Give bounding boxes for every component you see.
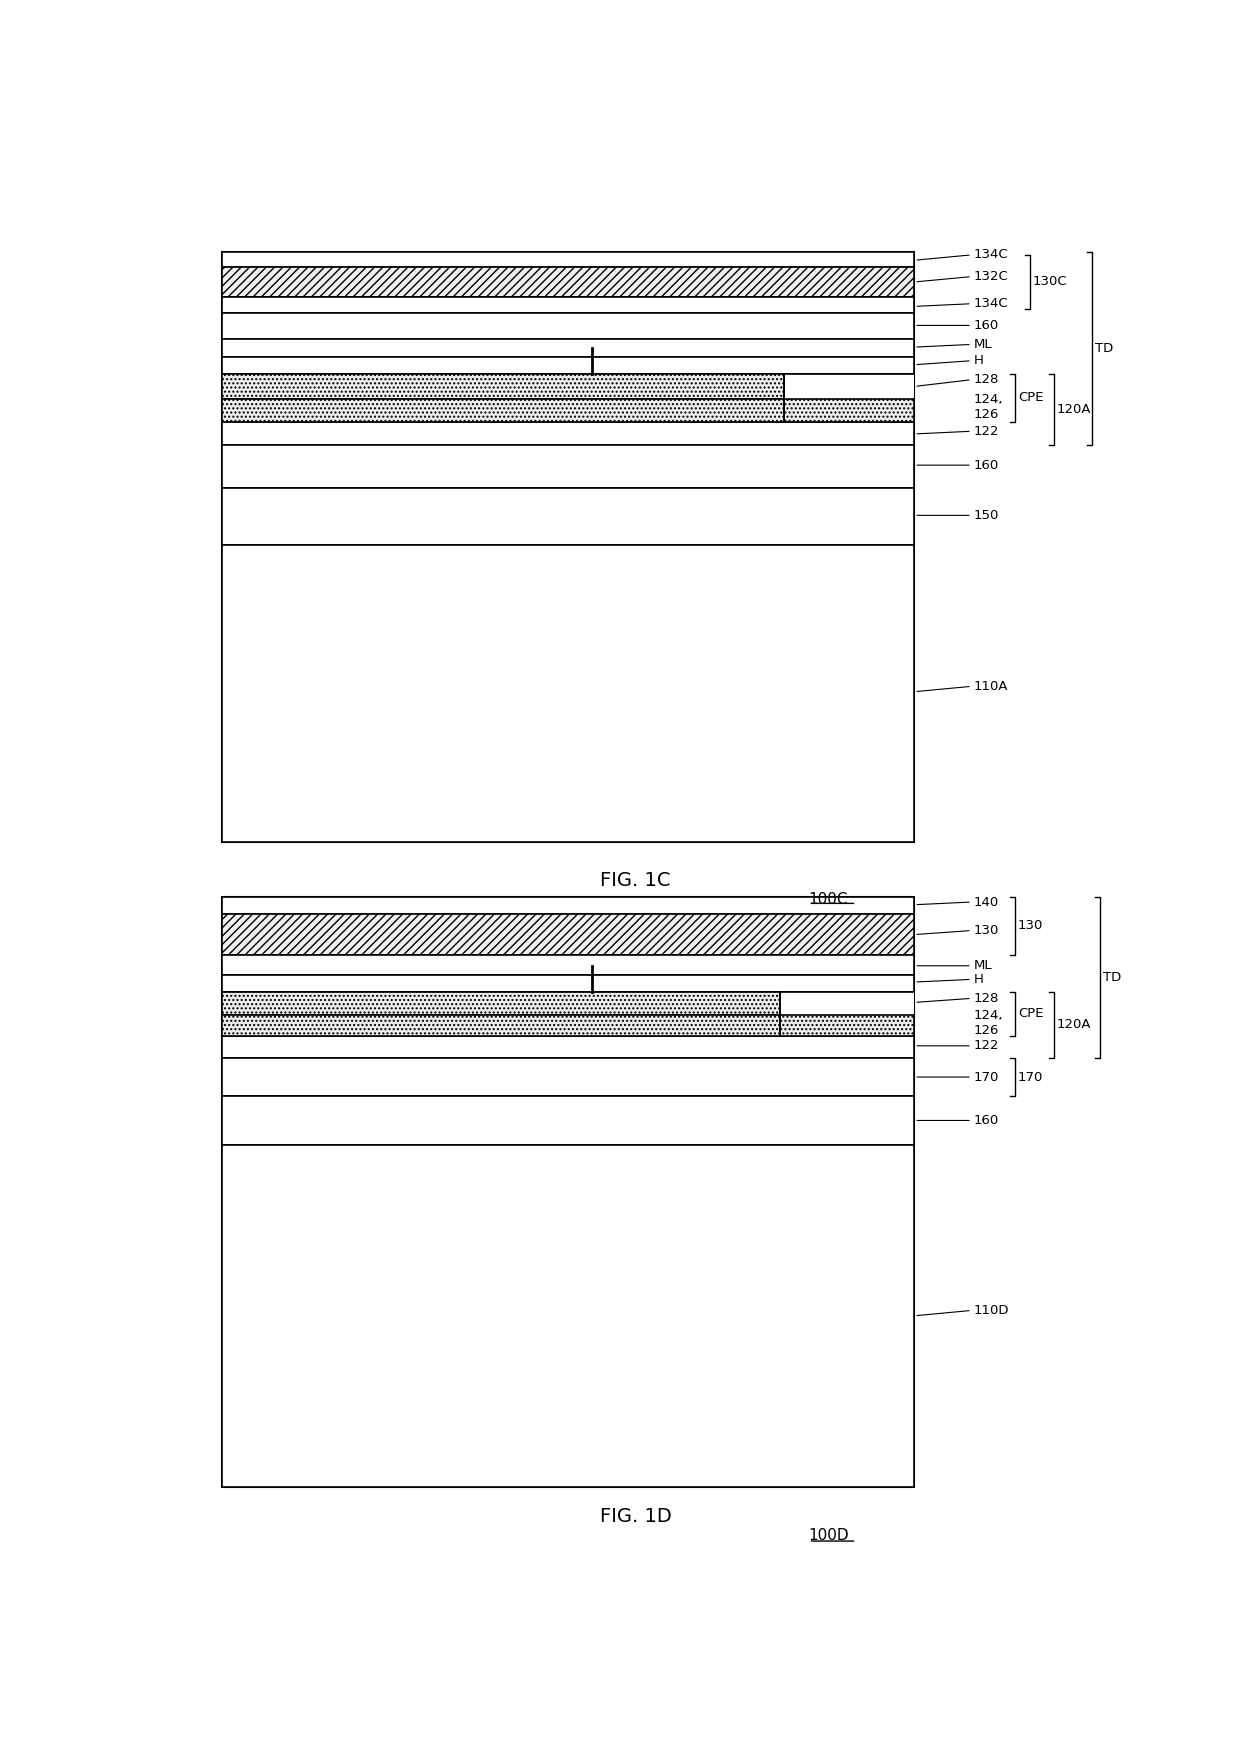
Text: 130: 130 [1018,920,1043,932]
Text: 110A: 110A [973,680,1008,692]
Bar [222,897,914,914]
Text: 122: 122 [973,1040,999,1052]
Text: 130: 130 [973,923,999,937]
Bar [785,374,914,421]
Text: 170: 170 [1018,1071,1043,1084]
Bar [222,338,914,356]
Text: 150: 150 [973,509,999,522]
Bar [222,955,914,976]
Text: 100C: 100C [808,892,848,907]
Text: 124,
126: 124, 126 [973,393,1003,421]
Bar [780,1015,914,1036]
Text: 120A: 120A [1056,1018,1091,1031]
Bar [222,1057,914,1096]
Text: CPE: CPE [1018,391,1044,405]
Text: 122: 122 [973,425,999,437]
Text: 160: 160 [973,319,999,331]
Bar [222,421,914,444]
Text: 128: 128 [973,374,999,386]
Bar [222,444,914,488]
Bar [222,1036,914,1057]
Bar [222,897,914,1487]
Bar [222,1015,914,1036]
Text: FIG. 1C: FIG. 1C [600,870,671,890]
Bar [222,268,914,298]
Text: 140: 140 [973,895,999,909]
Bar [222,252,914,268]
Text: CPE: CPE [1018,1008,1044,1020]
Bar [222,914,914,955]
Bar [222,356,914,374]
Bar [222,252,914,842]
Bar [222,298,914,314]
Bar [222,398,785,421]
Text: 134C: 134C [973,248,1008,261]
Text: 128: 128 [973,992,999,1004]
Bar [222,1096,914,1145]
Bar [222,976,914,992]
Bar [222,374,785,398]
Bar [222,992,780,1015]
Text: 130C: 130C [1033,275,1066,289]
Bar [222,544,914,842]
Text: H: H [973,973,983,987]
Text: 110D: 110D [973,1304,1009,1316]
Bar [222,488,914,544]
Bar [222,374,914,398]
Text: FIG. 1D: FIG. 1D [600,1507,671,1526]
Bar [780,992,914,1036]
Text: H: H [973,354,983,366]
Bar [222,1145,914,1487]
Bar [222,314,914,338]
Text: TD: TD [1095,342,1114,354]
Bar [785,398,914,421]
Text: ML: ML [973,959,992,973]
Text: 132C: 132C [973,270,1008,284]
Text: 160: 160 [973,458,999,472]
Text: ML: ML [973,338,992,351]
Text: 100D: 100D [808,1528,849,1544]
Text: 134C: 134C [973,298,1008,310]
Text: 160: 160 [973,1114,999,1128]
Text: 170: 170 [973,1071,999,1084]
Text: 120A: 120A [1056,403,1091,416]
Text: TD: TD [1102,971,1121,983]
Bar [222,398,914,421]
Bar [222,1015,780,1036]
Text: 124,
126: 124, 126 [973,1010,1003,1036]
Bar [222,992,914,1015]
